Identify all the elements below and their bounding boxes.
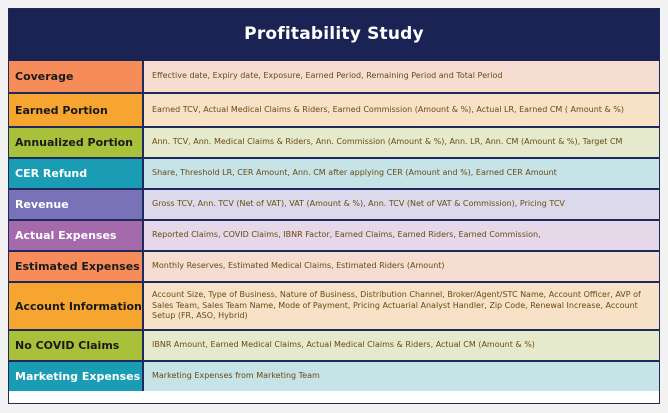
category-row: Estimated Expenses Monthly Reserves, Esti… [9,250,659,281]
category-table: Coverage Effective date, Expiry date, Exp… [9,61,659,403]
category-row: Coverage Effective date, Expiry date, Exp… [9,61,659,92]
category-row: Account Information Account Size, Type of… [9,281,659,329]
category-label: Account Information [9,283,144,329]
category-details: Ann. TCV, Ann. Medical Claims & Riders, … [144,128,659,157]
diagram-title: Profitability Study [9,9,659,61]
category-label: Revenue [9,190,144,219]
category-row: Revenue Gross TCV, Ann. TCV (Net of VAT),… [9,188,659,219]
category-label: Marketing Expenses [9,362,144,391]
category-row: No COVID Claims IBNR Amount, Earned Medic… [9,329,659,360]
category-row: Actual Expenses Reported Claims, COVID Cl… [9,219,659,250]
category-row: Annualized Portion Ann. TCV, Ann. Medical… [9,126,659,157]
category-details: Account Size, Type of Business, Nature o… [144,283,659,329]
category-label: Actual Expenses [9,221,144,250]
profitability-study-diagram: Profitability Study Coverage Effective da… [8,8,660,404]
category-row: Earned Portion Earned TCV, Actual Medical… [9,92,659,126]
category-details: Effective date, Expiry date, Exposure, E… [144,61,659,92]
category-label: Estimated Expenses [9,252,144,281]
category-details: Share, Threshold LR, CER Amount, Ann. CM… [144,159,659,188]
category-label: Coverage [9,61,144,92]
category-details: Earned TCV, Actual Medical Claims & Ride… [144,94,659,126]
category-label: Earned Portion [9,94,144,126]
category-details: Monthly Reserves, Estimated Medical Clai… [144,252,659,281]
category-details: Marketing Expenses from Marketing Team [144,362,659,391]
category-details: IBNR Amount, Earned Medical Claims, Actu… [144,331,659,360]
category-label: CER Refund [9,159,144,188]
category-label: Annualized Portion [9,128,144,157]
category-details: Gross TCV, Ann. TCV (Net of VAT), VAT (A… [144,190,659,219]
category-details: Reported Claims, COVID Claims, IBNR Fact… [144,221,659,250]
category-label: No COVID Claims [9,331,144,360]
category-row: Marketing Expenses Marketing Expenses fro… [9,360,659,391]
category-row: CER Refund Share, Threshold LR, CER Amoun… [9,157,659,188]
